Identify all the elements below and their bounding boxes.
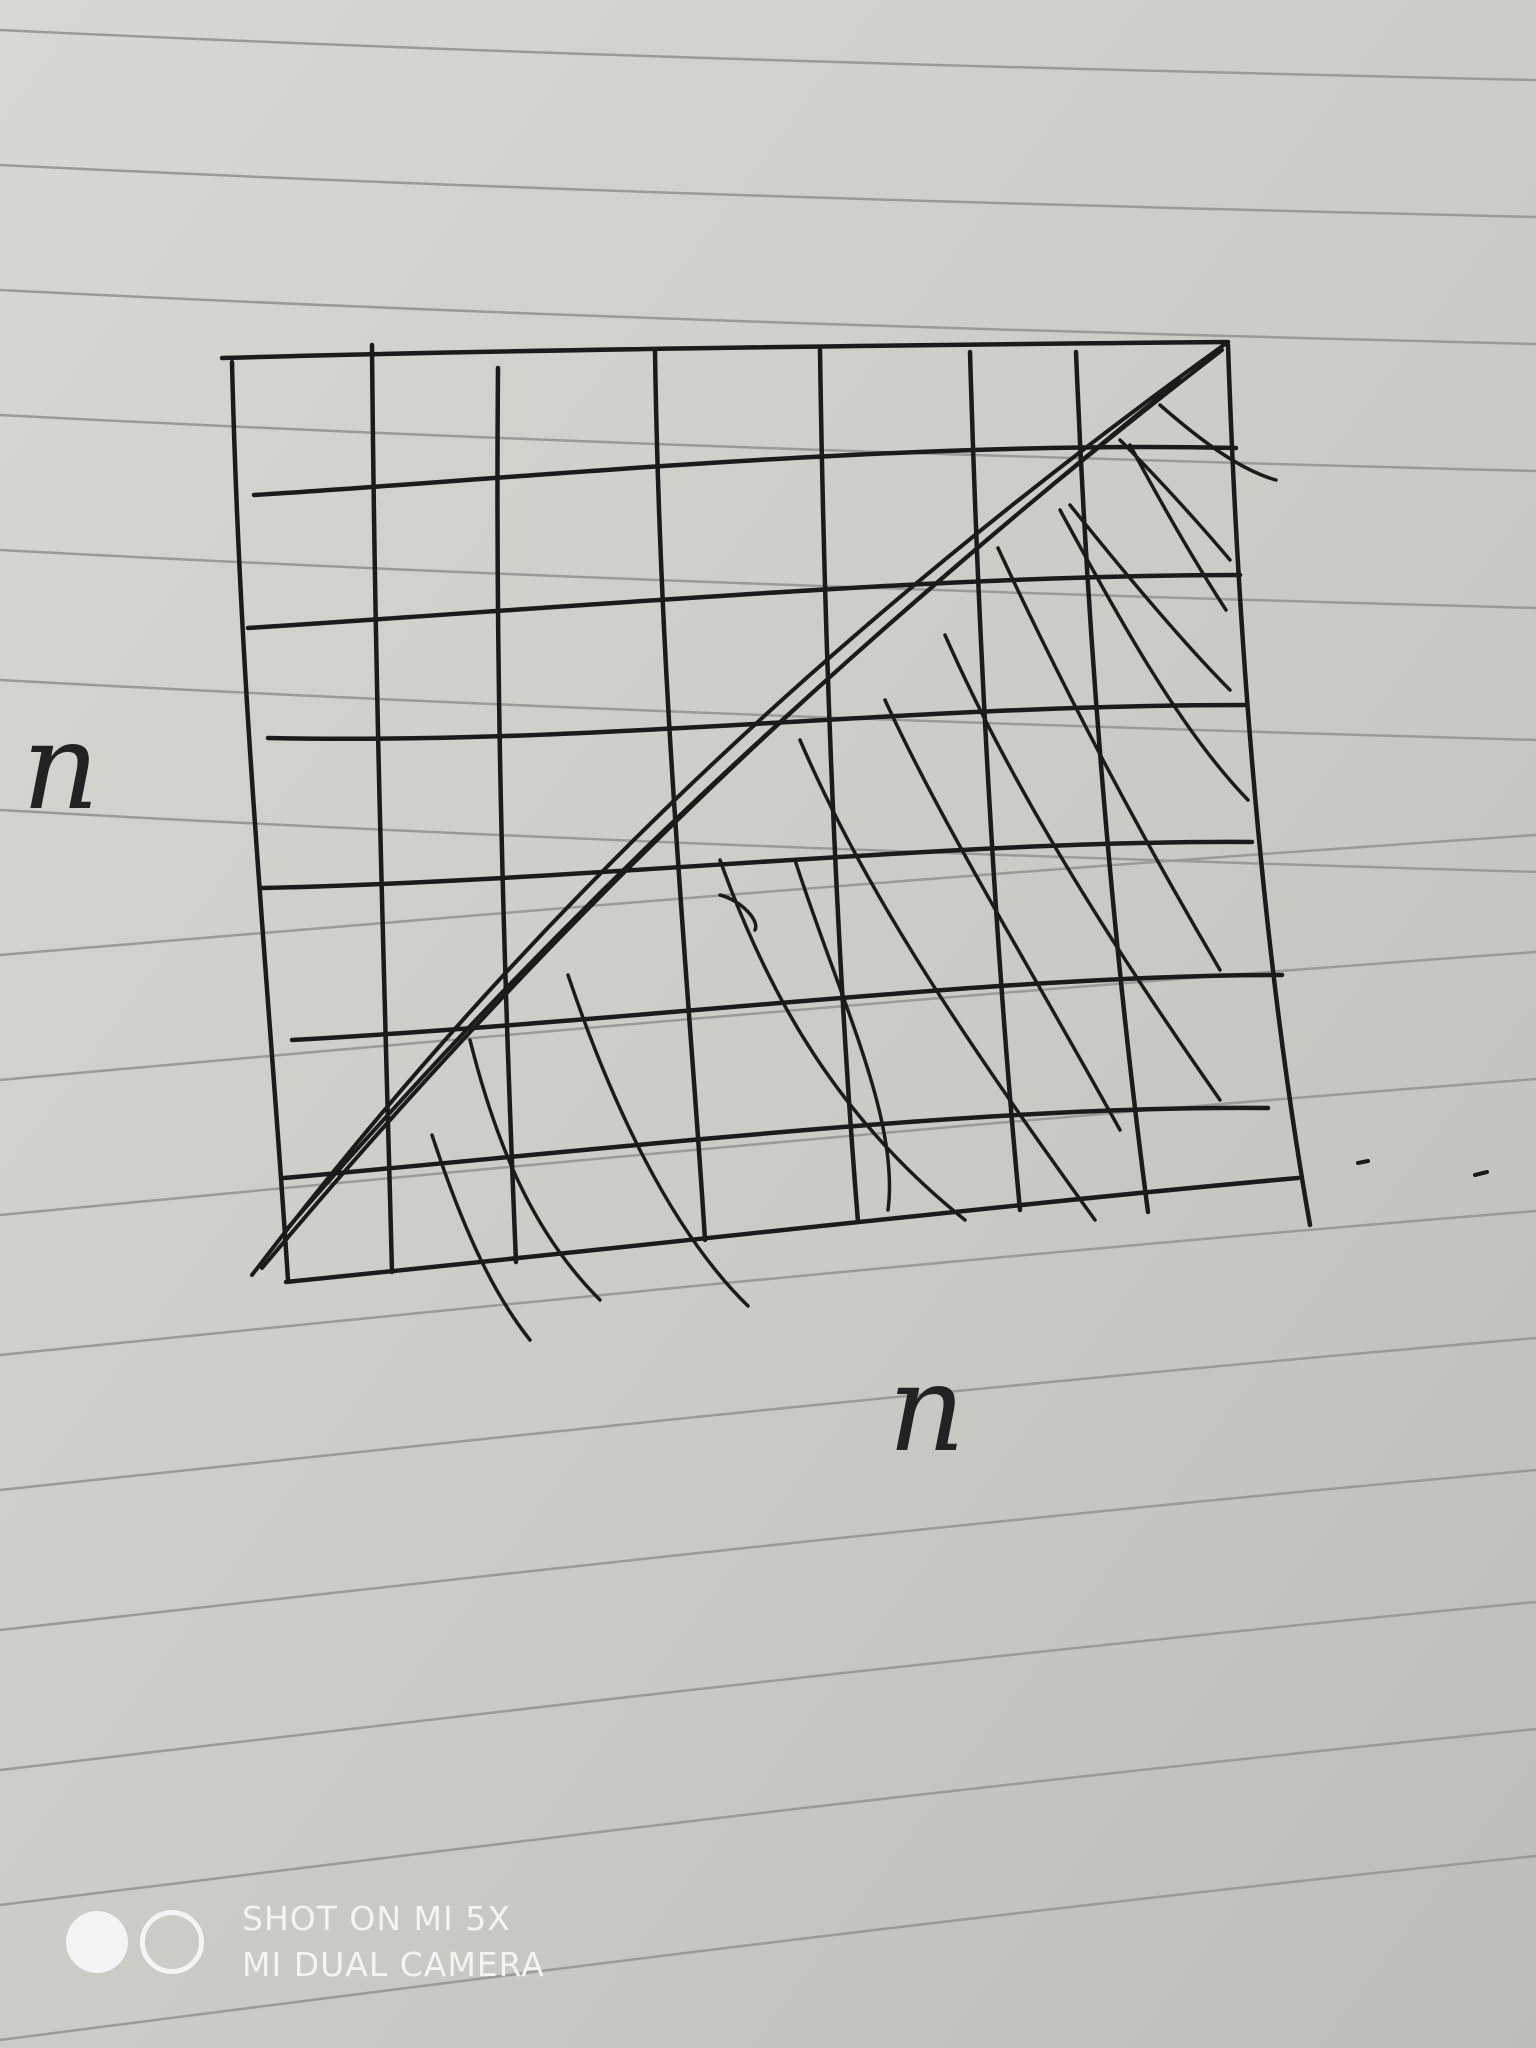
ruled-line	[0, 413, 1536, 473]
watermark-line-2: MI DUAL CAMERA	[242, 1945, 545, 1984]
hatched-triangle	[430, 403, 1278, 1342]
watermark-text: SHOT ON MI 5X MI DUAL CAMERA	[242, 1896, 545, 1988]
grid-border-left	[229, 359, 291, 1283]
stray-ink-marks	[1356, 1159, 1489, 1177]
notebook-ruled-lines	[0, 28, 1536, 2042]
ruled-line	[0, 833, 1536, 957]
grid-border-bottom	[283, 1175, 1301, 1285]
ruled-line	[0, 678, 1536, 742]
dual-circle-icon	[66, 1911, 128, 1973]
left-axis-label: n	[22, 698, 99, 837]
grid-hline-2	[245, 572, 1243, 631]
ruled-line	[0, 28, 1536, 82]
grid-square	[219, 339, 1313, 1285]
ruled-line	[0, 1077, 1536, 1217]
ruled-line	[0, 950, 1536, 1082]
grid-hline-3	[265, 702, 1249, 742]
ruled-line	[0, 808, 1536, 874]
grid-vline-6	[1073, 349, 1151, 1215]
grid-hline-4	[259, 839, 1255, 891]
grid-vline-3	[652, 347, 708, 1243]
grid-border-top	[219, 339, 1231, 361]
grid-vline-2	[495, 365, 519, 1265]
ruled-line	[0, 288, 1536, 346]
watermark-line-1: SHOT ON MI 5X	[242, 1899, 511, 1938]
diagonal-line	[250, 340, 1230, 1277]
grid-hline-5	[289, 972, 1285, 1043]
dual-circle-ring-icon	[140, 1910, 204, 1974]
camera-watermark: SHOT ON MI 5X MI DUAL CAMERA	[66, 1896, 545, 1988]
grid-vline-1	[369, 342, 395, 1275]
grid-vline-4	[817, 347, 861, 1225]
ruled-line	[0, 1854, 1536, 2042]
bottom-axis-label: n	[888, 1340, 965, 1479]
ruled-line	[0, 1468, 1536, 1632]
ruled-line	[0, 1209, 1536, 1357]
ruled-line	[0, 1336, 1536, 1492]
ruled-line	[0, 548, 1536, 610]
ruled-line	[0, 163, 1536, 219]
grid-border-right	[1225, 342, 1313, 1228]
ruled-line	[0, 1600, 1536, 1772]
ruled-line	[0, 1727, 1536, 1907]
